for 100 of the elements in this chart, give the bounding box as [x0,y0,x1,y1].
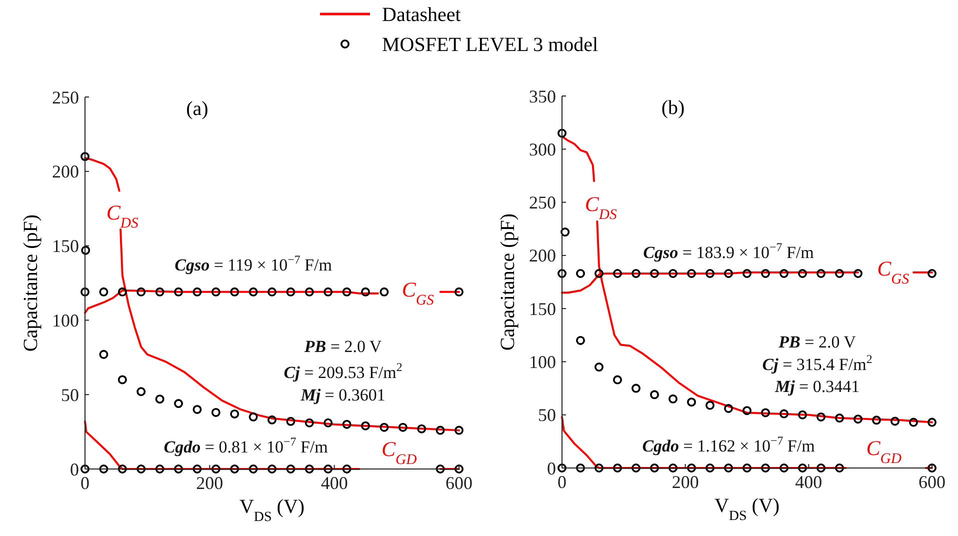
point [687,268,696,278]
point [798,464,807,472]
y-axis-title: Capacitance (pF) [497,213,519,351]
point [835,464,844,472]
point [761,408,770,418]
annotation: C$_{GD}$ [382,436,418,468]
y-tick-label: 150 [529,298,556,319]
x-tick-label: 200 [196,473,224,493]
point [835,268,844,278]
legend-label: Datasheet [382,4,462,26]
point [324,464,333,474]
y-tick-label: 0 [547,458,556,478]
point [268,287,276,296]
annotation: PB = 2.0 V [303,337,382,356]
point [816,412,826,422]
y-tick-label: 300 [529,139,556,160]
point [118,464,127,474]
annotation: C$_{GS}$ [877,256,910,288]
y-tick-label: 0 [70,459,79,480]
x-axis-title: V$_{DS}$ (V) [239,496,305,524]
point [230,409,240,418]
x-tick-label: 600 [446,473,472,493]
annotation: C$_{GS}$ [402,277,434,308]
point [342,287,352,296]
point [687,464,696,472]
x-axis-title: V$_{DS}$ (V) [714,495,780,524]
point [248,412,258,422]
point [668,394,678,404]
point [854,414,862,424]
point [632,384,640,393]
annotation: C$_{GD}$ [866,436,902,467]
point [761,268,770,278]
point [835,414,844,423]
point [436,464,445,474]
point [780,464,788,472]
y-tick-label: 200 [52,162,79,182]
point [80,152,90,162]
point [286,416,296,426]
point [706,400,714,410]
annotation: Cgdo = 0.81 × 10$^{−7}$ F/m [164,434,328,457]
point [211,408,220,417]
point [99,464,108,474]
point [632,464,640,472]
point [304,418,314,428]
y-tick-label: 50 [538,405,556,426]
point [361,287,370,296]
point [174,399,183,408]
x-tick-label: 400 [795,472,822,492]
annotation: PB = 2.0 V [778,332,857,352]
annotation: Cj = 315.4 F/m$^{2}$ [762,352,872,374]
point [632,268,640,278]
point [724,464,733,472]
point [136,464,146,474]
point [99,287,108,296]
point [928,464,936,472]
y-tick-label: 150 [52,236,79,256]
point [560,228,570,237]
point [816,464,826,472]
point [928,268,936,278]
point [668,268,678,278]
point [268,415,276,424]
point [304,287,314,296]
annotation: Cgso = 119 × 10$^{−7}$ F/m [174,252,332,274]
point [286,287,296,296]
point [80,287,90,296]
point [798,410,807,420]
point [398,422,408,432]
annotation: Cgso = 183.9 × 10$^{−7}$ F/m [643,240,814,262]
point [742,464,752,472]
y-tick-label: 350 [529,86,556,106]
point [286,464,296,474]
point [268,464,276,474]
point [361,421,370,430]
point [454,287,464,296]
point [706,268,714,278]
point [230,464,240,474]
point [668,464,678,472]
point [761,464,770,472]
point [454,464,464,474]
point [687,398,696,407]
point [742,406,752,416]
point [248,287,258,296]
point [211,287,220,296]
x-tick-label: 200 [672,472,699,492]
annotation: C$_{DS}$ [584,192,618,224]
point [174,464,183,474]
point [650,464,659,472]
point [211,464,220,474]
point [324,418,333,428]
point [650,390,659,400]
point [928,418,936,427]
point [576,268,585,278]
y-tick-label: 100 [52,310,79,330]
point [436,426,445,435]
point [594,464,604,472]
point [192,404,202,414]
point [342,464,352,474]
point [192,464,202,474]
point [174,287,183,296]
annotation: Cgdo = 1.162 × 10$^{−7}$ F/m [642,434,815,456]
